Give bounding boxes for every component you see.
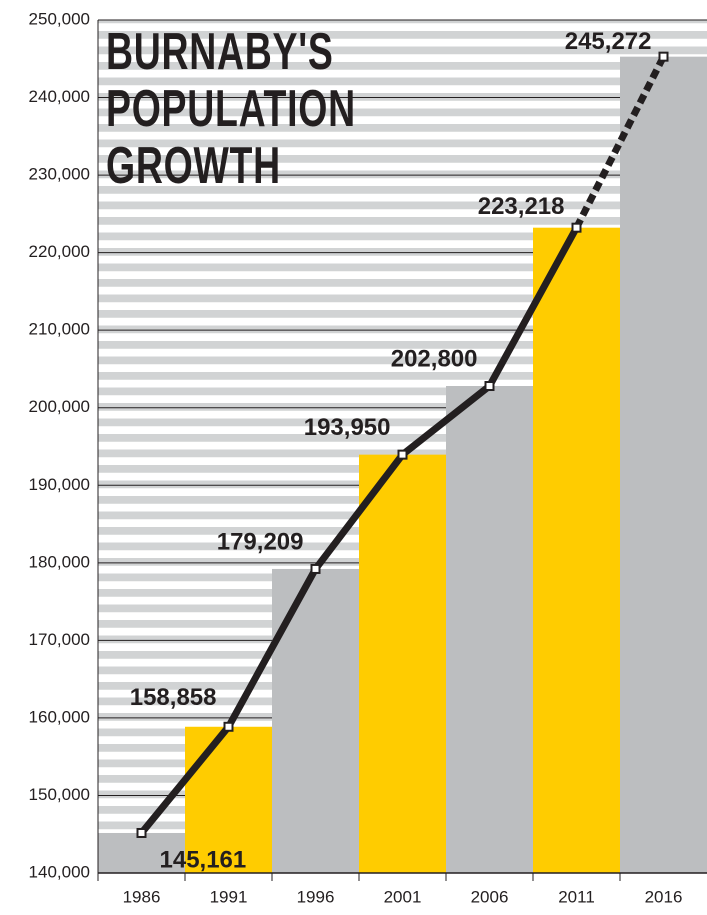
- trend-line-dashed: [573, 55, 667, 230]
- bar: [359, 454, 446, 873]
- bar: [533, 227, 620, 873]
- y-tick-label: 140,000: [29, 862, 90, 881]
- chart-title: BURNABY'S POPULATION GROWTH: [106, 23, 356, 195]
- y-tick-label: 160,000: [29, 707, 90, 726]
- y-tick-label: 220,000: [29, 242, 90, 261]
- x-tick-label: 2001: [384, 887, 422, 906]
- marker: [310, 563, 321, 574]
- marker: [136, 827, 147, 838]
- x-tick-label: 1986: [123, 887, 161, 906]
- x-tick-label: 2016: [645, 887, 683, 906]
- bar: [98, 832, 185, 873]
- marker: [223, 721, 234, 732]
- x-tick-label: 1996: [297, 887, 335, 906]
- data-label: 202,800: [391, 345, 478, 372]
- data-label: 158,858: [130, 684, 217, 711]
- bar: [620, 56, 707, 873]
- data-label: 179,209: [217, 528, 304, 555]
- bar: [185, 726, 272, 873]
- trend-line: [138, 225, 580, 836]
- data-label: 223,218: [478, 193, 565, 220]
- marker: [484, 381, 495, 392]
- y-tick-label: 200,000: [29, 397, 90, 416]
- y-tick-label: 230,000: [29, 165, 90, 184]
- bar: [272, 568, 359, 873]
- y-tick-label: 170,000: [29, 630, 90, 649]
- x-tick-label: 1991: [210, 887, 248, 906]
- x-tick-label: 2006: [471, 887, 509, 906]
- data-label: 193,950: [304, 414, 391, 441]
- y-tick-label: 180,000: [29, 552, 90, 571]
- y-tick-label: 240,000: [29, 87, 90, 106]
- y-tick-label: 250,000: [29, 9, 90, 28]
- marker: [397, 449, 408, 460]
- y-tick-label: 210,000: [29, 320, 90, 339]
- x-tick-label: 2011: [558, 887, 595, 906]
- y-tick-label: 150,000: [29, 785, 90, 804]
- data-label: 145,161: [160, 846, 247, 873]
- marker: [571, 222, 582, 233]
- data-label: 245,272: [565, 28, 652, 55]
- y-tick-label: 190,000: [29, 475, 90, 494]
- bar: [446, 386, 533, 873]
- marker: [658, 51, 669, 62]
